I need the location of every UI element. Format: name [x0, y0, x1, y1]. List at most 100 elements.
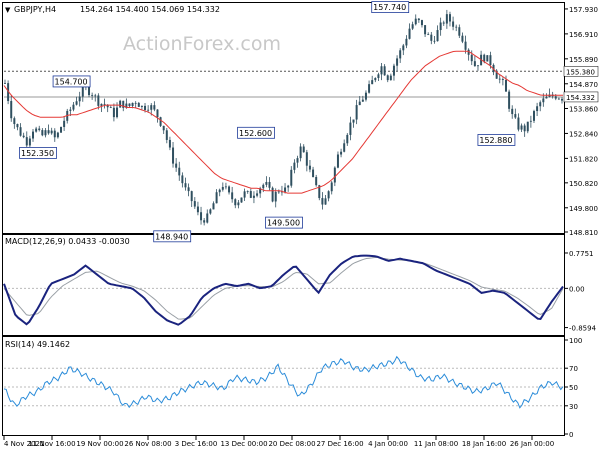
candle-body — [243, 191, 246, 198]
candle-body — [94, 95, 97, 97]
annotation-box — [265, 216, 303, 229]
candle-body — [277, 191, 280, 193]
candle-body — [206, 213, 209, 223]
candle-body — [420, 20, 423, 26]
candle-body — [511, 108, 514, 115]
candle-body — [53, 130, 56, 138]
candle-body — [265, 181, 268, 185]
symbol-label: GBPJPY,H4 — [14, 5, 56, 14]
candle-body — [252, 195, 255, 198]
candle-body — [308, 165, 311, 170]
candle-body — [396, 58, 399, 66]
candle-body — [193, 201, 196, 207]
candle-body — [523, 125, 526, 132]
candle-body — [234, 199, 237, 206]
candle-body — [103, 103, 106, 105]
candle-body — [221, 186, 224, 190]
annotation-label: 149.500 — [267, 219, 300, 228]
x-tick-label: 3 Dec 16:00 — [175, 440, 218, 448]
candle-body — [364, 92, 367, 100]
candle-body — [405, 38, 408, 46]
annotation-label: 148.940 — [155, 232, 188, 241]
candle-body — [153, 105, 156, 110]
candle-body — [361, 99, 364, 102]
candle-body — [529, 120, 532, 122]
candle-body — [526, 121, 529, 132]
candle-body — [212, 203, 215, 210]
x-tick-label: 4 Jan 00:00 — [368, 440, 408, 448]
candle-body — [50, 130, 53, 134]
candle-body — [16, 124, 19, 128]
candle-body — [259, 188, 262, 194]
candle-body — [112, 107, 115, 118]
candle-body — [218, 189, 221, 193]
y-tick-label: 50 — [569, 384, 578, 392]
candle-body — [106, 104, 109, 108]
y-tick-label: 153.860 — [569, 105, 598, 113]
candle-body — [88, 86, 91, 96]
candle-body — [69, 109, 72, 111]
candle-body — [137, 102, 140, 107]
annotation-box — [371, 1, 410, 13]
candle-body — [473, 61, 476, 67]
symbol-triangle-icon: ▼ — [5, 6, 11, 14]
candle-body — [41, 130, 44, 136]
candle-body — [414, 18, 417, 25]
candle-body — [355, 105, 358, 120]
candle-body — [237, 202, 240, 206]
candle-body — [10, 101, 13, 119]
rsi-line — [3, 355, 564, 409]
candle-body — [246, 191, 249, 192]
candle-body — [240, 197, 243, 203]
candle-body — [554, 96, 557, 99]
candle-body — [56, 132, 59, 138]
candle-body — [134, 102, 137, 104]
candle-body — [140, 105, 143, 107]
macd-axis-ticks: 0.7751 0.00 -0.8594 — [564, 250, 597, 333]
candle-body — [318, 185, 321, 199]
annotation-label: 152.600 — [239, 129, 272, 138]
y-tick-label: 152.840 — [569, 130, 598, 138]
candle-body — [427, 34, 430, 36]
candle-body — [32, 131, 35, 139]
candle-body — [47, 130, 50, 134]
rsi-panel-frame — [2, 336, 565, 436]
annotation-box — [19, 147, 57, 159]
candle-body — [343, 143, 346, 152]
candle-body — [402, 45, 405, 51]
candle-body — [389, 75, 392, 81]
candle-body — [256, 193, 259, 196]
candle-body — [305, 152, 308, 166]
candle-body — [312, 169, 315, 178]
candle-body — [60, 127, 63, 133]
candle-body — [116, 107, 119, 118]
candle-body — [520, 125, 523, 130]
candle-body — [224, 186, 227, 188]
candle-body — [44, 130, 47, 136]
macd-signal-line — [3, 257, 564, 320]
candle-body — [284, 187, 287, 192]
candle-body — [340, 151, 343, 155]
annotation-label: 152.350 — [21, 149, 54, 158]
candle-body — [287, 185, 290, 188]
candle-body — [215, 192, 218, 204]
candle-body — [296, 158, 299, 163]
candle-body — [72, 104, 75, 110]
y-tick-label: 0.7751 — [569, 250, 594, 258]
candle-body — [119, 100, 122, 108]
candle-body — [386, 75, 389, 81]
candle-body — [19, 127, 22, 136]
y-tick-label: 0.00 — [569, 285, 585, 293]
candle-body — [231, 192, 234, 200]
y-tick-label: 149.800 — [569, 205, 598, 213]
candle-body — [78, 96, 81, 102]
candle-body — [561, 98, 563, 101]
candle-body — [28, 138, 31, 146]
candle-body — [371, 80, 374, 85]
candle-body — [517, 117, 520, 130]
candle-body — [467, 49, 470, 55]
candle-body — [147, 109, 150, 111]
y-tick-label: 30 — [569, 403, 578, 411]
